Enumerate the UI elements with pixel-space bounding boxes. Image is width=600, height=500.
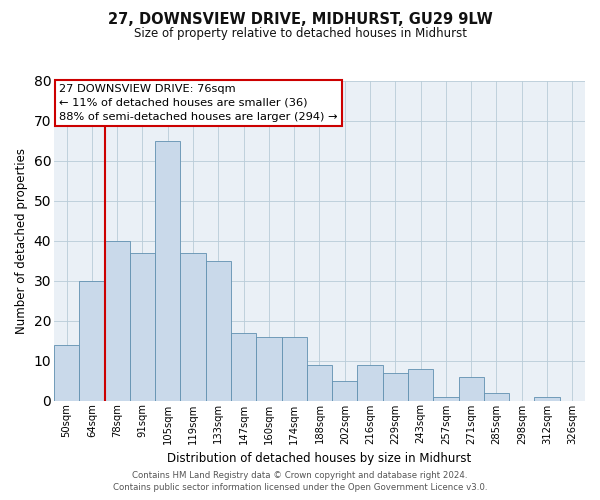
Bar xyxy=(433,396,458,400)
Bar xyxy=(535,396,560,400)
Bar xyxy=(307,364,332,400)
Bar xyxy=(206,260,231,400)
Bar xyxy=(408,368,433,400)
Y-axis label: Number of detached properties: Number of detached properties xyxy=(15,148,28,334)
Text: 27 DOWNSVIEW DRIVE: 76sqm
← 11% of detached houses are smaller (36)
88% of semi-: 27 DOWNSVIEW DRIVE: 76sqm ← 11% of detac… xyxy=(59,84,338,122)
Bar xyxy=(458,376,484,400)
Text: Contains HM Land Registry data © Crown copyright and database right 2024.
Contai: Contains HM Land Registry data © Crown c… xyxy=(113,471,487,492)
X-axis label: Distribution of detached houses by size in Midhurst: Distribution of detached houses by size … xyxy=(167,452,472,465)
Bar xyxy=(231,332,256,400)
Bar xyxy=(155,140,181,400)
Bar xyxy=(54,344,79,401)
Text: Size of property relative to detached houses in Midhurst: Size of property relative to detached ho… xyxy=(133,28,467,40)
Bar xyxy=(256,336,281,400)
Text: 27, DOWNSVIEW DRIVE, MIDHURST, GU29 9LW: 27, DOWNSVIEW DRIVE, MIDHURST, GU29 9LW xyxy=(107,12,493,28)
Bar xyxy=(181,252,206,400)
Bar xyxy=(281,336,307,400)
Bar xyxy=(130,252,155,400)
Bar xyxy=(383,372,408,400)
Bar xyxy=(104,240,130,400)
Bar xyxy=(358,364,383,400)
Bar xyxy=(79,280,104,400)
Bar xyxy=(484,392,509,400)
Bar xyxy=(332,380,358,400)
